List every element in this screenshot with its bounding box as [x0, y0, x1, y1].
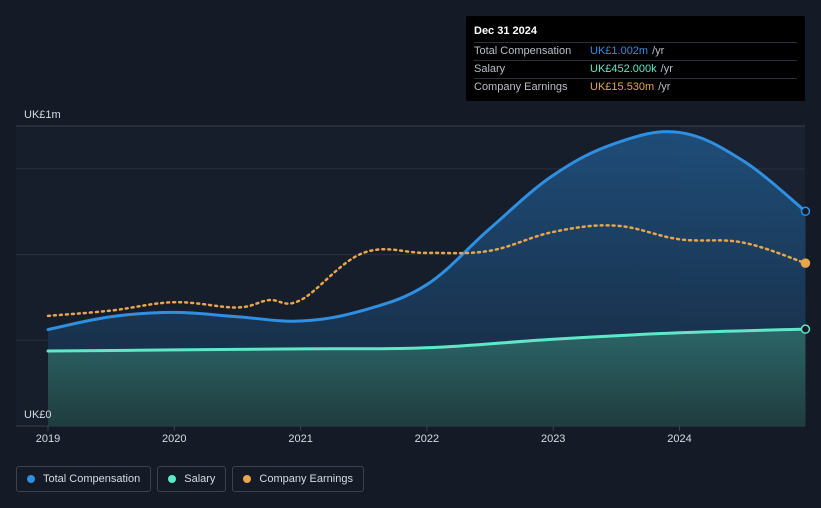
x-tick-label: 2023 [541, 433, 565, 445]
company-earnings-line [46, 224, 807, 318]
legend-label: Salary [184, 473, 216, 485]
total-compensation-line [46, 130, 807, 332]
y-tick-label-bottom: UK£0 [24, 409, 52, 421]
x-tick-label: 2020 [162, 433, 186, 445]
salary-end-marker [800, 324, 811, 334]
tooltip-date: Dec 31 2024 [474, 25, 537, 37]
tooltip-value: UK£1.002m [590, 45, 649, 57]
legend-item-company-earnings[interactable]: Company Earnings [232, 466, 364, 492]
tooltip-row-salary: Salary UK£452.000k /yr [474, 60, 797, 78]
total-compensation-end-marker [800, 206, 811, 217]
legend-dot-icon [27, 475, 35, 483]
tooltip: Dec 31 2024 Total Compensation UK£1.002m… [466, 16, 805, 101]
legend-label: Company Earnings [259, 473, 353, 485]
x-tick-label: 2021 [288, 433, 312, 445]
legend-label: Total Compensation [43, 473, 141, 485]
x-tick-label: 2024 [667, 433, 691, 445]
tooltip-label: Company Earnings [474, 81, 568, 93]
legend: Total Compensation Salary Company Earnin… [16, 466, 364, 492]
tooltip-value: UK£452.000k [590, 63, 657, 75]
tooltip-unit: /yr [658, 81, 671, 93]
tooltip-label: Salary [474, 63, 506, 75]
tooltip-unit: /yr [660, 63, 673, 75]
legend-dot-icon [168, 475, 177, 483]
tooltip-unit: /yr [652, 45, 665, 57]
tooltip-row-company-earnings: Company Earnings UK£15.530m /yr [474, 78, 797, 96]
salary-area [48, 329, 806, 426]
legend-item-total-compensation[interactable]: Total Compensation [16, 466, 152, 492]
x-tick-label: 2019 [36, 433, 60, 445]
company-earnings-end-marker [800, 258, 811, 268]
tooltip-label: Total Compensation [474, 45, 572, 57]
legend-dot-icon [243, 475, 252, 483]
salary-line [46, 327, 807, 353]
tooltip-value: UK£15.530m [590, 81, 655, 93]
y-tick-label-top: UK£1m [24, 109, 61, 121]
legend-item-salary[interactable]: Salary [157, 466, 227, 492]
tooltip-row-total-compensation: Total Compensation UK£1.002m /yr [474, 42, 797, 60]
x-tick-label: 2022 [415, 433, 439, 445]
